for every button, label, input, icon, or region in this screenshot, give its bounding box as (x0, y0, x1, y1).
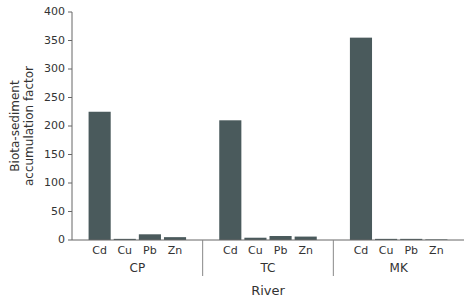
y-tick (68, 154, 72, 155)
bar (295, 237, 317, 240)
chart-container: 0 50 100 150 200 250 300 350 400 Cd Cu Pb Zn CP Cd Cu Pb… (0, 0, 474, 304)
y-tick (68, 12, 72, 13)
bar (139, 234, 161, 240)
y-tick (68, 240, 72, 241)
bar (89, 112, 111, 240)
chart-svg: 0 50 100 150 200 250 300 350 400 Cd Cu Pb Zn CP Cd Cu Pb… (0, 0, 474, 304)
y-axis-title-line: accumulation factor (22, 66, 36, 186)
y-tick-label: 200 (44, 119, 65, 132)
y-tick (68, 69, 72, 70)
bar (270, 236, 292, 240)
y-tick-label: 150 (44, 148, 65, 161)
y-tick (68, 211, 72, 212)
y-tick (68, 97, 72, 98)
y-tick-label: 0 (58, 233, 65, 246)
bar (219, 120, 241, 240)
y-tick (68, 40, 72, 41)
y-tick-label: 350 (44, 34, 65, 47)
bar-label: Cu (248, 244, 263, 257)
y-tick-label: 400 (44, 5, 65, 18)
group-separator (333, 240, 334, 276)
bar (350, 38, 372, 240)
bars (89, 38, 448, 240)
x-axis-title: River (251, 283, 285, 298)
group-label: MK (390, 261, 409, 275)
bar-label: Cd (223, 244, 238, 257)
bar-label: Cd (92, 244, 107, 257)
y-tick-label: 50 (51, 205, 65, 218)
y-tick (68, 183, 72, 184)
y-tick-label: 100 (44, 176, 65, 189)
y-axis-line (72, 12, 73, 240)
bar-label: Cd (354, 244, 369, 257)
x-axis: Cd Cu Pb Zn CP Cd Cu Pb Zn TC Cd Cu Pb Zn MK (92, 240, 443, 276)
bar-label: Pb (404, 244, 418, 257)
y-tick (68, 126, 72, 127)
y-tick-label: 250 (44, 91, 65, 104)
y-axis: 0 50 100 150 200 250 300 350 400 (44, 5, 72, 246)
group-separator (202, 240, 203, 276)
group-label: TC (259, 261, 275, 275)
x-axis-line (72, 240, 464, 241)
y-axis-title: Biota-sedimentaccumulation factor (8, 66, 36, 186)
group-label: CP (130, 261, 146, 275)
bar-label: Zn (168, 244, 183, 257)
y-tick-label: 300 (44, 62, 65, 75)
bar-label: Pb (143, 244, 157, 257)
bar-label: Pb (274, 244, 288, 257)
y-axis-title-line: Biota-sediment (8, 80, 22, 172)
bar-label: Cu (117, 244, 132, 257)
bar-label: Cu (379, 244, 394, 257)
bar-label: Zn (298, 244, 313, 257)
bar-label: Zn (429, 244, 444, 257)
